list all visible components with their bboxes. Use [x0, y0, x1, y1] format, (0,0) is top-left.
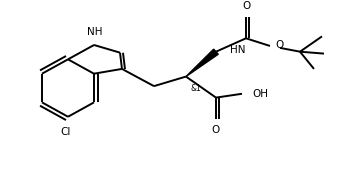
Text: OH: OH: [252, 89, 268, 99]
Text: &1: &1: [191, 84, 202, 93]
Text: O: O: [275, 40, 283, 50]
Text: O: O: [212, 125, 220, 135]
Text: O: O: [243, 1, 251, 11]
Text: Cl: Cl: [61, 127, 71, 137]
Text: HN: HN: [230, 45, 245, 55]
Text: NH: NH: [87, 27, 103, 37]
Polygon shape: [186, 49, 218, 77]
